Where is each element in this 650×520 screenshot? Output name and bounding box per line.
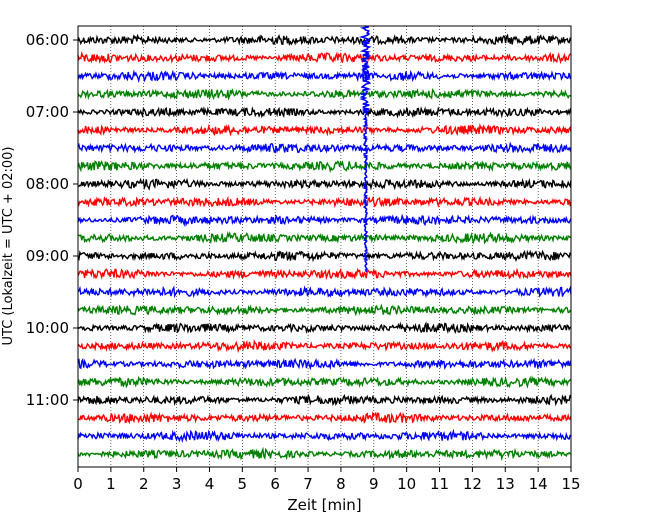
plot-frame: [77, 25, 572, 468]
trace-1145: [77, 446, 572, 461]
x-axis-ticks: 0 1 2 3 4 5 6 7 8 9 10 11 12 13 14 15: [73, 467, 581, 493]
trace-0715: [77, 122, 572, 137]
trace-0730: [77, 141, 572, 154]
trace-0945: [77, 303, 572, 317]
event-signal: [358, 25, 372, 273]
x-tick-label: 14: [529, 475, 548, 493]
trace-0815: [77, 195, 572, 209]
x-tick-label: 1: [106, 475, 116, 493]
x-tick-label: 0: [73, 475, 83, 493]
trace-0800: [77, 177, 572, 191]
trace-0615: [77, 50, 572, 65]
trace-0915: [77, 267, 572, 281]
trace-0700: [77, 106, 572, 119]
trace-0645: [77, 88, 572, 101]
y-tick-label: 10:00: [26, 319, 69, 337]
x-tick-label: 8: [336, 475, 346, 493]
x-tick-label: 12: [463, 475, 482, 493]
y-tick-label: 06:00: [26, 31, 69, 49]
x-tick-label: 11: [430, 475, 449, 493]
seismogram-traces: [77, 33, 572, 461]
x-tick-label: 5: [238, 475, 248, 493]
x-tick-label: 13: [496, 475, 515, 493]
trace-1130: [77, 428, 572, 444]
x-tick-label: 15: [561, 475, 580, 493]
event-spike: [358, 25, 372, 273]
x-tick-label: 6: [270, 475, 280, 493]
trace-1015: [77, 339, 572, 354]
trace-1100: [77, 393, 572, 407]
trace-1000: [77, 321, 572, 335]
trace-0930: [77, 285, 572, 299]
trace-0745: [77, 160, 572, 174]
x-tick-label: 2: [139, 475, 149, 493]
x-tick-label: 4: [205, 475, 215, 493]
trace-0830: [77, 213, 572, 227]
x-tick-label: 3: [172, 475, 182, 493]
trace-1045: [77, 375, 572, 389]
y-axis-label: UTC (Lokalzeit = UTC + 02:00): [1, 147, 16, 346]
y-tick-label: 08:00: [26, 175, 69, 193]
trace-0900: [77, 249, 572, 263]
x-tick-label: 10: [397, 475, 416, 493]
x-tick-label: 9: [369, 475, 379, 493]
trace-0630: [77, 69, 572, 84]
trace-0600: [77, 33, 572, 47]
x-axis-label: Zeit [min]: [287, 496, 361, 514]
y-tick-label: 09:00: [26, 247, 69, 265]
trace-1115: [77, 411, 572, 425]
y-tick-label: 11:00: [26, 391, 69, 409]
y-tick-label: 07:00: [26, 103, 69, 121]
trace-0845: [78, 230, 572, 245]
y-axis-ticks: 06:00 07:00 08:00 09:00 10:00 11:00: [26, 31, 78, 409]
trace-1030: [77, 357, 572, 371]
x-tick-label: 7: [303, 475, 313, 493]
